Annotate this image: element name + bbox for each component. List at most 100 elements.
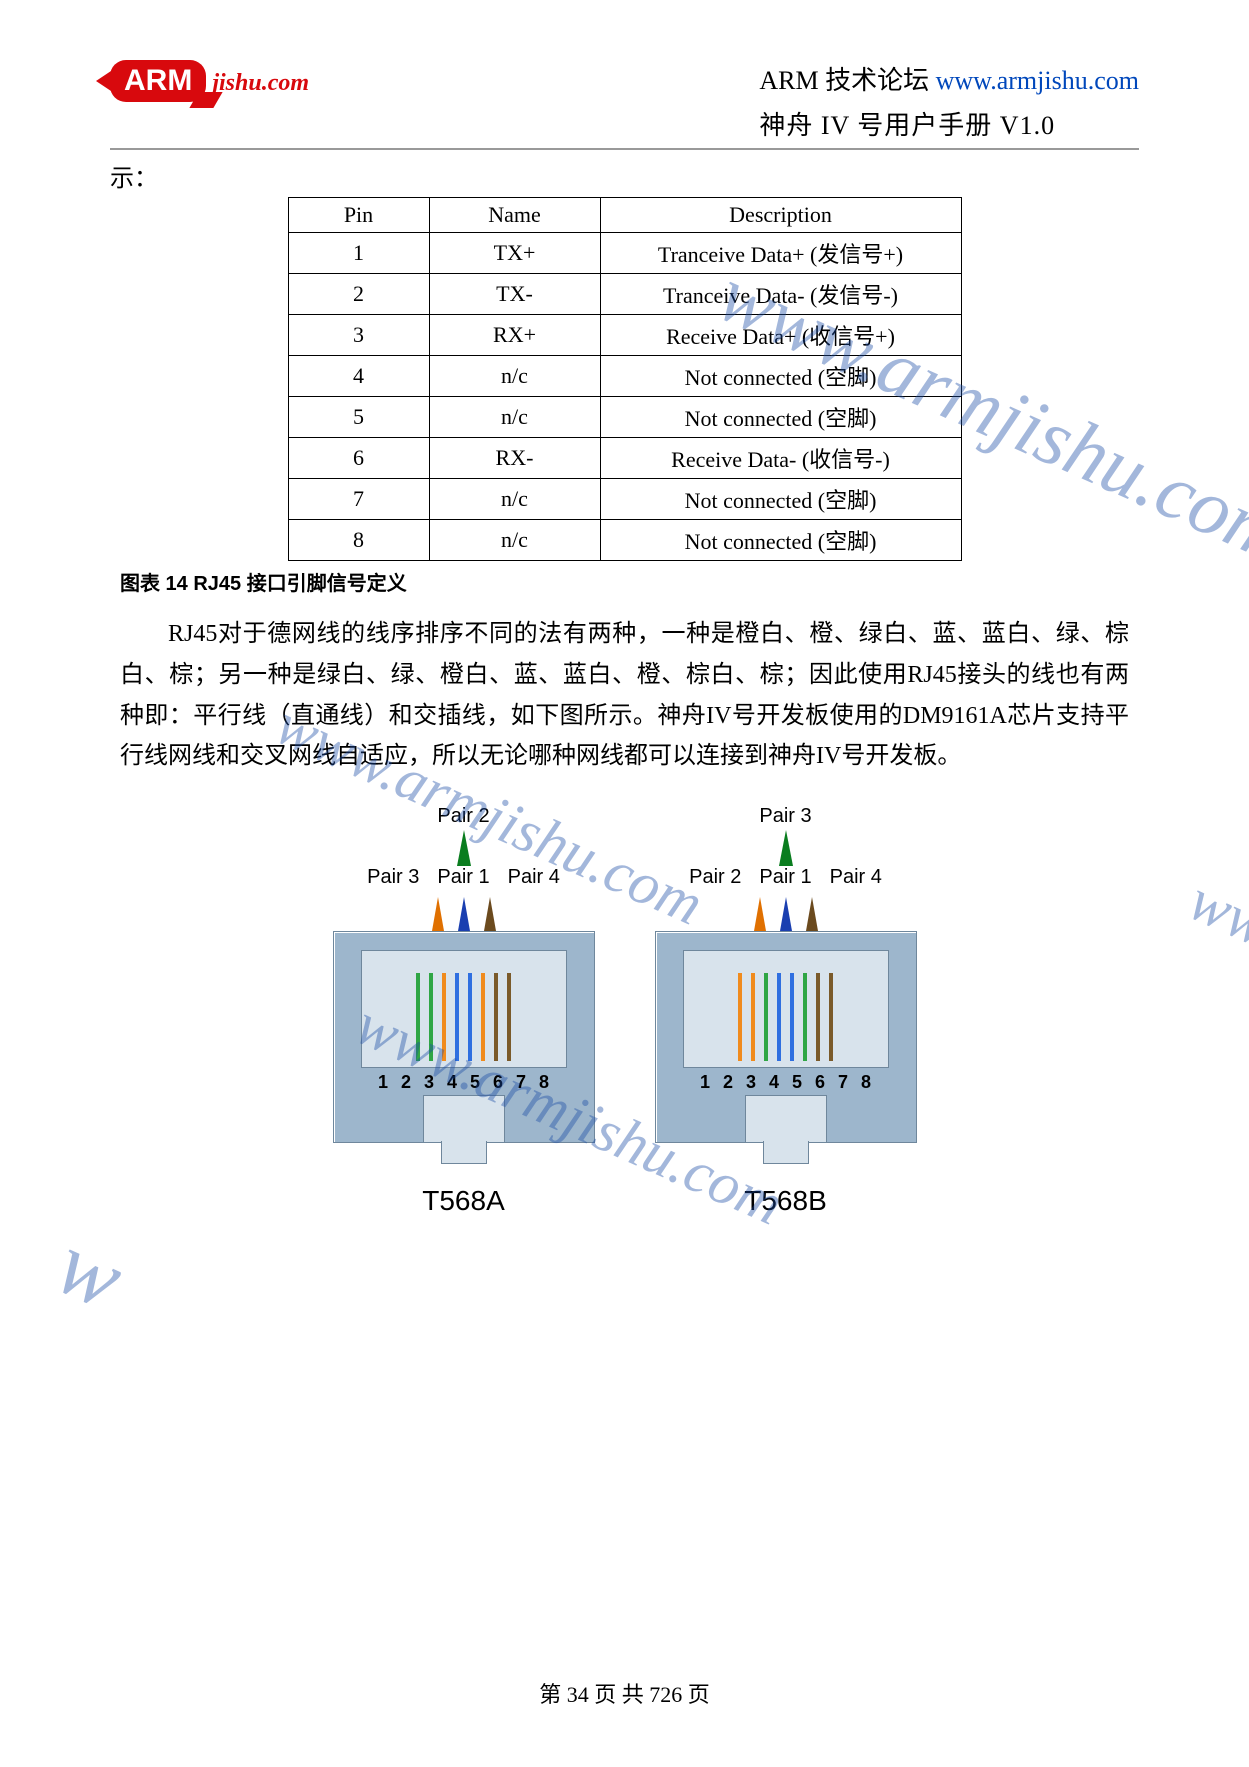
table-cell: Tranceive Data- (发信号-): [600, 274, 961, 315]
table-cell: Not connected (空脚): [600, 397, 961, 438]
wire: [429, 973, 433, 1061]
wire: [829, 973, 833, 1061]
arrows-a: [333, 891, 595, 931]
table-row: 4n/cNot connected (空脚): [288, 356, 961, 397]
wire: [790, 973, 794, 1061]
table-cell: 4: [288, 356, 429, 397]
table-cell: Not connected (空脚): [600, 479, 961, 520]
slot-number: 2: [401, 1072, 411, 1093]
doc-subtitle: 神舟 IV 号用户手册 V1.0: [759, 105, 1139, 142]
table-cell: Receive Data+ (收信号+): [600, 315, 961, 356]
slot-number: 5: [792, 1072, 802, 1093]
slot-numbers-b: 12345678: [700, 1072, 871, 1093]
table-row: 6RX-Receive Data- (收信号-): [288, 438, 961, 479]
table-cell: TX-: [429, 274, 600, 315]
watermark-icon: w: [42, 1212, 139, 1331]
wire: [738, 973, 742, 1061]
pair-row-a: Pair 3 Pair 1 Pair 4: [333, 866, 595, 889]
pair-row-b: Pair 2 Pair 1 Pair 4: [655, 866, 917, 889]
pair-top-b: Pair 3: [655, 805, 917, 828]
table-cell: 3: [288, 315, 429, 356]
slot-number: 7: [516, 1072, 526, 1093]
wire: [777, 973, 781, 1061]
wire: [751, 973, 755, 1061]
pair-arrow-icon: [806, 897, 818, 931]
lead-text: 示：: [110, 158, 1139, 193]
wire: [507, 973, 511, 1061]
table-cell: 6: [288, 438, 429, 479]
t568a-block: Pair 2 Pair 3 Pair 1 Pair 4 12345678 T568A: [333, 805, 595, 1217]
slot-number: 6: [493, 1072, 503, 1093]
slot-number: 3: [746, 1072, 756, 1093]
table-cell: Not connected (空脚): [600, 356, 961, 397]
pair-label: Pair 1: [759, 866, 811, 889]
table-cell: n/c: [429, 479, 600, 520]
pair-label: Pair 4: [830, 866, 882, 889]
pair-arrow-icon: [432, 897, 444, 931]
slot-number: 8: [539, 1072, 549, 1093]
table-caption: 图表 14 RJ45 接口引脚信号定义: [120, 567, 1139, 596]
page-footer: 第 34 页 共 726 页: [110, 1677, 1139, 1709]
label-a: T568A: [333, 1185, 595, 1217]
rj45-figure: Pair 2 Pair 3Pair 1Pair 4 12345678 T568A…: [110, 805, 1139, 1217]
table-cell: n/c: [429, 520, 600, 561]
wire: [481, 973, 485, 1061]
slot-numbers-a: 12345678: [378, 1072, 549, 1093]
label-b: T568B: [655, 1185, 917, 1217]
wire: [468, 973, 472, 1061]
th-name: Name: [429, 198, 600, 233]
notch-a: [423, 1095, 505, 1142]
th-pin: Pin: [288, 198, 429, 233]
pair-label: Pair 1: [437, 866, 489, 889]
table-cell: 2: [288, 274, 429, 315]
wire: [803, 973, 807, 1061]
table-cell: 5: [288, 397, 429, 438]
table-row: 8n/cNot connected (空脚): [288, 520, 961, 561]
table-cell: 8: [288, 520, 429, 561]
table-row: 5n/cNot connected (空脚): [288, 397, 961, 438]
slot-number: 7: [838, 1072, 848, 1093]
pair-label: Pair 4: [508, 866, 560, 889]
table-cell: Not connected (空脚): [600, 520, 961, 561]
table-row: 2TX-Tranceive Data- (发信号-): [288, 274, 961, 315]
table-row: 1TX+Tranceive Data+ (发信号+): [288, 233, 961, 274]
arrows-b: [655, 891, 917, 931]
wire: [816, 973, 820, 1061]
wire: [442, 973, 446, 1061]
slot-number: 5: [470, 1072, 480, 1093]
pair-label: Pair 3: [367, 866, 419, 889]
wire: [416, 973, 420, 1061]
slot-b: [683, 950, 889, 1068]
table-row: 3RX+Receive Data+ (收信号+): [288, 315, 961, 356]
slot-number: 8: [861, 1072, 871, 1093]
slot-number: 1: [378, 1072, 388, 1093]
logo-main: ARM: [110, 60, 206, 102]
th-desc: Description: [600, 198, 961, 233]
slot-number: 1: [700, 1072, 710, 1093]
watermark-icon: www.ar: [1179, 866, 1249, 1004]
logo-tail: jishu.com: [212, 70, 309, 96]
pair-top-a: Pair 2: [333, 805, 595, 828]
table-cell: TX+: [429, 233, 600, 274]
wire: [455, 973, 459, 1061]
pair-arrow-icon: [780, 897, 792, 931]
table-cell: RX-: [429, 438, 600, 479]
pair-arrow-icon: [484, 897, 496, 931]
table-cell: n/c: [429, 356, 600, 397]
site-logo: ARMjishu.com: [110, 60, 370, 118]
forum-link[interactable]: www.armjishu.com: [936, 66, 1139, 95]
slot-number: 3: [424, 1072, 434, 1093]
pair-label: Pair 2: [689, 866, 741, 889]
t568b-block: Pair 3 Pair 2 Pair 1 Pair 4 12345678 T568B: [655, 805, 917, 1217]
table-cell: Tranceive Data+ (发信号+): [600, 233, 961, 274]
slot-number: 2: [723, 1072, 733, 1093]
table-cell: RX+: [429, 315, 600, 356]
slot-number: 6: [815, 1072, 825, 1093]
slot-number: 4: [769, 1072, 779, 1093]
body-paragraph: RJ45对于德网线的线序排序不同的法有两种，一种是橙白、橙、绿白、蓝、蓝白、绿、…: [120, 614, 1129, 777]
table-cell: 1: [288, 233, 429, 274]
slot-number: 4: [447, 1072, 457, 1093]
page-header: ARMjishu.com ARM 技术论坛 www.armjishu.com 神…: [110, 60, 1139, 150]
table-cell: 7: [288, 479, 429, 520]
pair-arrow-icon: [754, 897, 766, 931]
